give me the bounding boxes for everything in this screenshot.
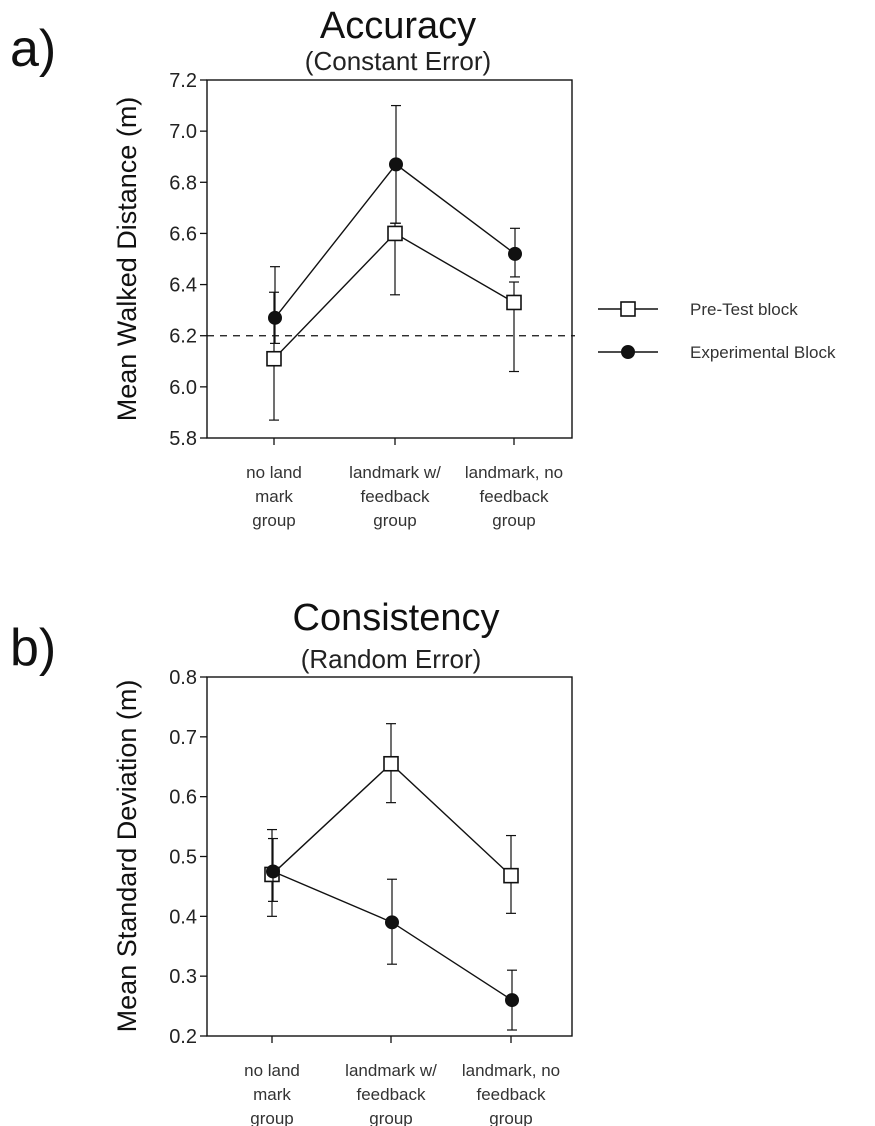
x-category-label: mark	[255, 487, 293, 506]
series-experimental	[266, 837, 519, 1031]
legend-label: Pre-Test block	[690, 300, 798, 319]
data-point	[387, 225, 403, 242]
x-category-label: no land	[244, 1061, 300, 1080]
x-category-label: feedback	[477, 1085, 546, 1104]
y-axis-label: Mean Standard Deviation (m)	[112, 680, 142, 1033]
y-tick-label: 6.8	[169, 172, 197, 194]
y-tick-label: 0.6	[169, 787, 197, 809]
x-category-label: landmark w/	[349, 463, 441, 482]
y-axis-label: Mean Walked Distance (m)	[112, 97, 142, 422]
chart-title: Consistency	[293, 597, 500, 639]
x-category-label: group	[373, 511, 416, 530]
y-tick-label: 0.4	[169, 906, 197, 928]
x-category-label: group	[369, 1109, 412, 1126]
x-category-label: landmark, no	[465, 463, 563, 482]
data-point	[503, 867, 519, 884]
x-category-label: group	[250, 1109, 293, 1126]
x-category-label: feedback	[361, 487, 430, 506]
legend-marker	[621, 345, 635, 359]
x-category-label: mark	[253, 1085, 291, 1104]
x-category-label: landmark w/	[345, 1061, 437, 1080]
series-experimental	[268, 104, 522, 344]
x-category-label: landmark, no	[462, 1061, 560, 1080]
y-tick-label: 6.2	[169, 326, 197, 348]
legend-marker	[620, 301, 636, 317]
data-point	[266, 864, 280, 879]
x-category-label: feedback	[357, 1085, 426, 1104]
legend: Pre-Test block Experimental Block	[598, 300, 836, 362]
y-tick-label: 6.4	[169, 275, 197, 297]
data-point	[383, 755, 399, 772]
y-tick-label: 0.5	[169, 847, 197, 869]
x-category-label: group	[492, 511, 535, 530]
panel-label: a)	[10, 20, 56, 78]
legend-label: Experimental Block	[690, 343, 836, 362]
y-tick-label: 7.2	[169, 70, 197, 92]
y-tick-label: 0.2	[169, 1026, 197, 1048]
x-category-label: no land	[246, 463, 302, 482]
plot-frame	[206, 79, 573, 439]
plot-frame	[206, 676, 573, 1037]
y-tick-label: 7.0	[169, 121, 197, 143]
panel-label: b)	[10, 619, 56, 677]
y-tick-label: 6.0	[169, 377, 197, 399]
series-line	[273, 232, 515, 360]
panel-b: b) Consistency (Random Error) 0.2 0.3 0.4 0.5 0…	[10, 597, 573, 1126]
y-tick-label: 0.7	[169, 727, 197, 749]
chart-subtitle: (Random Error)	[301, 644, 482, 674]
data-point	[505, 993, 519, 1008]
y-tick-label: 5.8	[169, 428, 197, 450]
data-point	[385, 915, 399, 930]
x-category-label: group	[252, 511, 295, 530]
series-pre-test	[266, 222, 522, 421]
data-point	[508, 246, 522, 261]
chart-title: Accuracy	[320, 5, 476, 47]
data-point	[266, 350, 282, 367]
data-point	[389, 157, 403, 172]
panel-a: a) Accuracy(Constant Error) 5.8 6.0 6.2 6.4 6.…	[10, 5, 575, 530]
x-category-label: feedback	[480, 487, 549, 506]
y-tick-label: 6.6	[169, 223, 197, 245]
x-category-label: group	[489, 1109, 532, 1126]
y-tick-label: 0.8	[169, 667, 197, 689]
data-point	[506, 294, 522, 311]
y-tick-label: 0.3	[169, 966, 197, 988]
chart-subtitle: (Constant Error)	[305, 46, 491, 76]
data-point	[268, 310, 282, 325]
